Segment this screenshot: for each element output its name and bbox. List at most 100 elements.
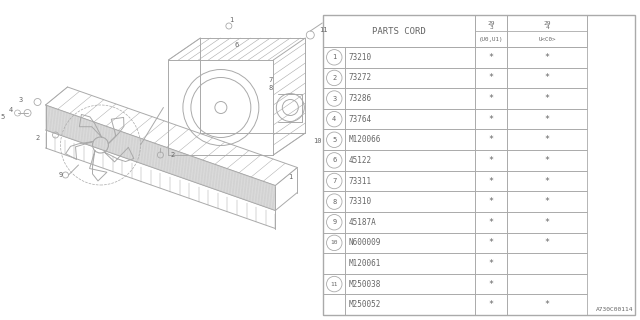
Text: 73286: 73286 bbox=[348, 94, 371, 103]
Text: *: * bbox=[545, 73, 550, 83]
Text: *: * bbox=[545, 156, 550, 165]
Bar bbox=[475, 191, 507, 212]
Text: 2: 2 bbox=[170, 152, 175, 158]
Bar bbox=[345, 171, 475, 191]
Bar bbox=[323, 212, 345, 233]
Bar bbox=[475, 171, 507, 191]
Bar bbox=[323, 171, 345, 191]
Text: 10: 10 bbox=[313, 138, 321, 144]
Text: 2: 2 bbox=[332, 75, 337, 81]
Text: 6: 6 bbox=[235, 42, 239, 48]
Text: *: * bbox=[488, 197, 493, 206]
Text: *: * bbox=[488, 280, 493, 289]
Text: 73764: 73764 bbox=[348, 115, 371, 124]
Text: 7: 7 bbox=[332, 178, 337, 184]
Text: U<C0>: U<C0> bbox=[538, 36, 556, 42]
Bar bbox=[507, 212, 587, 233]
Bar bbox=[323, 233, 345, 253]
Bar bbox=[323, 68, 345, 88]
Text: *: * bbox=[488, 94, 493, 103]
Bar bbox=[507, 88, 587, 109]
Bar bbox=[475, 212, 507, 233]
Bar bbox=[475, 150, 507, 171]
Text: 73310: 73310 bbox=[348, 197, 371, 206]
Bar bbox=[507, 253, 587, 274]
Bar bbox=[507, 15, 587, 47]
Bar bbox=[345, 47, 475, 68]
Text: *: * bbox=[488, 218, 493, 227]
Text: *: * bbox=[488, 238, 493, 247]
Bar bbox=[345, 233, 475, 253]
Text: 11: 11 bbox=[330, 282, 338, 287]
Text: PARTS CORD: PARTS CORD bbox=[372, 27, 426, 36]
Bar bbox=[345, 68, 475, 88]
Bar bbox=[475, 233, 507, 253]
Text: M250038: M250038 bbox=[348, 280, 381, 289]
Text: *: * bbox=[488, 115, 493, 124]
Text: 5: 5 bbox=[332, 137, 337, 143]
Text: 4: 4 bbox=[332, 116, 337, 122]
Bar bbox=[475, 15, 507, 47]
Text: 3: 3 bbox=[19, 97, 22, 103]
Text: 7: 7 bbox=[268, 76, 273, 83]
Bar bbox=[475, 88, 507, 109]
Bar bbox=[323, 130, 345, 150]
Bar bbox=[507, 150, 587, 171]
Bar bbox=[345, 88, 475, 109]
Bar bbox=[323, 88, 345, 109]
Text: *: * bbox=[488, 177, 493, 186]
Bar bbox=[475, 294, 507, 315]
Bar bbox=[507, 130, 587, 150]
Bar bbox=[345, 294, 475, 315]
Text: 1: 1 bbox=[288, 173, 292, 180]
Text: 1: 1 bbox=[332, 54, 337, 60]
Bar bbox=[345, 253, 475, 274]
Bar bbox=[475, 109, 507, 130]
Text: 45122: 45122 bbox=[348, 156, 371, 165]
Text: 3: 3 bbox=[489, 25, 493, 30]
Text: *: * bbox=[545, 94, 550, 103]
Text: *: * bbox=[545, 238, 550, 247]
Text: A730C00114: A730C00114 bbox=[595, 307, 633, 312]
Bar bbox=[323, 15, 635, 315]
Text: 73210: 73210 bbox=[348, 53, 371, 62]
Bar bbox=[507, 109, 587, 130]
Bar bbox=[345, 274, 475, 294]
Text: M250052: M250052 bbox=[348, 300, 381, 309]
Bar bbox=[507, 294, 587, 315]
Text: 29: 29 bbox=[543, 20, 551, 26]
Text: M120066: M120066 bbox=[348, 135, 381, 144]
Text: 8: 8 bbox=[332, 199, 337, 204]
Bar bbox=[323, 47, 345, 68]
Bar bbox=[507, 233, 587, 253]
Text: *: * bbox=[488, 135, 493, 144]
Text: 1: 1 bbox=[228, 17, 233, 23]
Bar bbox=[507, 47, 587, 68]
Text: *: * bbox=[545, 135, 550, 144]
Text: *: * bbox=[488, 53, 493, 62]
Text: 4: 4 bbox=[8, 107, 13, 113]
Text: 73311: 73311 bbox=[348, 177, 371, 186]
Bar bbox=[475, 68, 507, 88]
Text: 4: 4 bbox=[545, 25, 549, 30]
Text: *: * bbox=[545, 197, 550, 206]
Bar bbox=[475, 130, 507, 150]
Text: *: * bbox=[488, 300, 493, 309]
Text: *: * bbox=[488, 73, 493, 83]
Bar bbox=[475, 274, 507, 294]
Bar bbox=[345, 109, 475, 130]
Text: 3: 3 bbox=[332, 96, 337, 101]
Text: 9: 9 bbox=[58, 172, 63, 178]
Text: 73272: 73272 bbox=[348, 73, 371, 83]
Text: 45187A: 45187A bbox=[348, 218, 376, 227]
Bar bbox=[323, 150, 345, 171]
Text: 9: 9 bbox=[332, 219, 337, 225]
Bar bbox=[323, 15, 475, 47]
Text: 6: 6 bbox=[332, 157, 337, 164]
Text: *: * bbox=[545, 115, 550, 124]
Text: 29: 29 bbox=[488, 20, 495, 26]
Text: (U0,U1): (U0,U1) bbox=[479, 36, 504, 42]
Text: *: * bbox=[545, 53, 550, 62]
Bar bbox=[323, 294, 345, 315]
Bar bbox=[507, 171, 587, 191]
